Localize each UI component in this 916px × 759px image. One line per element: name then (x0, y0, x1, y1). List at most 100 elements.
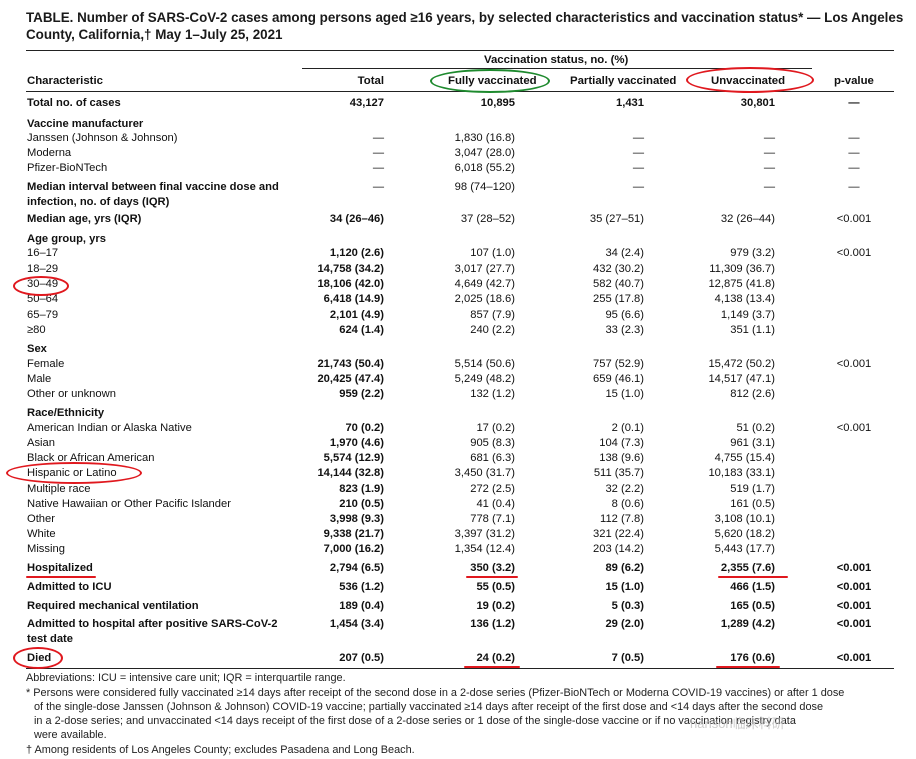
table-cell-label: Admitted to hospital after positive SARS… (27, 618, 278, 630)
table-cell-label: Female (27, 358, 65, 370)
table-cell-partial: 659 (46.1) (593, 373, 644, 385)
table-cell-full: 857 (7.9) (470, 309, 515, 321)
column-header-p-value: p-value (834, 75, 874, 87)
table-cell-unvacc: — (763, 181, 775, 193)
red-underline-died-unvacc (716, 666, 780, 668)
table-cell-partial: 255 (17.8) (593, 293, 644, 305)
table-cell-label: Vaccine manufacturer (27, 118, 144, 130)
table-cell-total: 1,454 (3.4) (329, 618, 384, 630)
table-cell-full: 24 (0.2) (476, 652, 515, 664)
table-cell-partial: 15 (1.0) (605, 388, 644, 400)
table-cell-p: <0.001 (836, 581, 872, 593)
table-cell-label: 65–79 (27, 309, 59, 321)
table-cell-unvacc: 32 (26–44) (720, 213, 775, 225)
table-cell-unvacc: 30,801 (740, 97, 775, 109)
table-cell-partial: 89 (6.2) (605, 562, 644, 574)
table-cell-unvacc: 812 (2.6) (730, 388, 775, 400)
table-cell-total: — (372, 162, 384, 174)
footnote-dagger: † Among residents of Los Angeles County;… (26, 744, 415, 756)
table-cell-full: 136 (1.2) (470, 618, 515, 630)
table-cell-label: 50–64 (27, 293, 59, 305)
table-cell-label: ≥80 (27, 324, 46, 336)
table-cell-p: — (848, 97, 860, 109)
table-cell-partial: 432 (30.2) (593, 263, 644, 275)
table-cell-partial: — (632, 132, 644, 144)
table-cell-partial: 15 (1.0) (605, 581, 644, 593)
table-cell-unvacc: — (763, 132, 775, 144)
top-rule (26, 50, 894, 51)
table-cell-label: Pfizer-BioNTech (27, 162, 108, 174)
table-cell-total: 3,998 (9.3) (329, 513, 384, 525)
table-cell-full: 132 (1.2) (470, 388, 515, 400)
table-cell-p: <0.001 (836, 652, 872, 664)
table-cell-label: White (27, 528, 56, 540)
table-cell-p: <0.001 (836, 562, 872, 574)
table-cell-total: 207 (0.5) (339, 652, 384, 664)
table-cell-total: 43,127 (349, 97, 384, 109)
table-cell-partial: — (632, 147, 644, 159)
red-underline-hospitalized-unvacc (718, 576, 788, 578)
table-cell-unvacc: 4,138 (13.4) (714, 293, 775, 305)
table-cell-label: Admitted to ICU (27, 581, 112, 593)
table-cell-partial: — (632, 162, 644, 174)
table-cell-unvacc: 3,108 (10.1) (714, 513, 775, 525)
table-cell-label: Median age, yrs (IQR) (27, 213, 142, 225)
table-cell-partial: 5 (0.3) (611, 600, 644, 612)
table-cell-partial: 2 (0.1) (611, 422, 644, 434)
table-cell-full: 272 (2.5) (470, 483, 515, 495)
table-cell-p: <0.001 (836, 618, 872, 630)
table-cell-partial: 757 (52.9) (593, 358, 644, 370)
table-cell-p: <0.001 (836, 422, 872, 434)
table-cell-unvacc: 1,149 (3.7) (720, 309, 775, 321)
footnote-star-line-3: in a 2-dose series; and unvaccinated <14… (34, 715, 796, 727)
table-cell-partial: 33 (2.3) (605, 324, 644, 336)
table-cell-label: Age group, yrs (27, 233, 106, 245)
table-cell-full: 5,249 (48.2) (454, 373, 515, 385)
table-cell-full: 240 (2.2) (470, 324, 515, 336)
table-cell-unvacc: — (763, 147, 775, 159)
table-cell-partial: 34 (2.4) (605, 247, 644, 259)
red-underline-hospitalized (26, 576, 96, 578)
table-cell-total: 14,144 (32.8) (317, 467, 384, 479)
table-cell-partial: 511 (35.7) (593, 467, 644, 479)
table-cell-total: 189 (0.4) (339, 600, 384, 612)
table-cell-full: 2,025 (18.6) (454, 293, 515, 305)
footnote-star-line-4: were available. (34, 729, 107, 741)
table-cell-full: 55 (0.5) (476, 581, 515, 593)
table-cell-total: 5,574 (12.9) (323, 452, 384, 464)
table-cell-unvacc: 4,755 (15.4) (714, 452, 775, 464)
table-cell-unvacc: 519 (1.7) (730, 483, 775, 495)
table-cell-total: 18,106 (42.0) (317, 278, 384, 290)
table-cell-partial: 95 (6.6) (605, 309, 644, 321)
table-cell-unvacc: 14,517 (47.1) (708, 373, 775, 385)
table-cell-full: 3,397 (31.2) (454, 528, 515, 540)
red-circle-annotation-hispanic-or-latino (6, 462, 142, 484)
table-cell-label: Required mechanical ventilation (27, 600, 199, 612)
table-cell-full: 905 (8.3) (470, 437, 515, 449)
table-cell-label: Other (27, 513, 55, 525)
table-cell-total: 21,743 (50.4) (317, 358, 384, 370)
table-cell-unvacc: 10,183 (33.1) (708, 467, 775, 479)
table-cell-p: — (848, 162, 860, 174)
table-cell-full: 1,830 (16.8) (454, 132, 515, 144)
table-cell-partial: 1,431 (616, 97, 644, 109)
table-cell-label: Asian (27, 437, 55, 449)
table-cell-partial: 8 (0.6) (611, 498, 644, 510)
table-cell-p: <0.001 (836, 247, 872, 259)
table-cell-p: <0.001 (836, 358, 872, 370)
table-cell-total: 34 (26–46) (329, 213, 384, 225)
table-cell-label: Male (27, 373, 52, 385)
table-cell-full: 3,047 (28.0) (454, 147, 515, 159)
table-bottom-rule (26, 668, 894, 669)
column-header-partially-vaccinated: Partially vaccinated (570, 75, 677, 87)
table-cell-full: 19 (0.2) (476, 600, 515, 612)
table-cell-total: 536 (1.2) (339, 581, 384, 593)
green-circle-annotation-fully-vaccinated (430, 69, 550, 93)
footnote-star-line-1: * Persons were considered fully vaccinat… (26, 687, 845, 699)
table-cell-full: 17 (0.2) (476, 422, 515, 434)
table-cell-unvacc: 161 (0.5) (730, 498, 775, 510)
table-cell-partial: 321 (22.4) (593, 528, 644, 540)
table-cell-total: 210 (0.5) (339, 498, 384, 510)
table-cell-label: Hospitalized (27, 562, 93, 574)
table-cell-full: 41 (0.4) (476, 498, 515, 510)
